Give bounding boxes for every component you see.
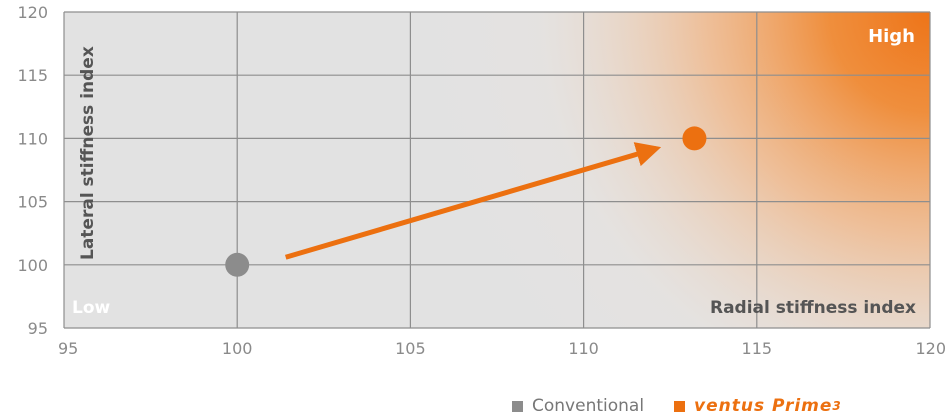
y-axis-title: Lateral stiffness index (78, 46, 98, 260)
y-tick-label: 115 (17, 66, 48, 85)
y-tick-label: 120 (17, 3, 48, 22)
y-tick-label: 100 (17, 256, 48, 275)
data-points (225, 126, 707, 277)
annotation-layer (284, 142, 662, 260)
corner-label-low: Low (72, 298, 111, 318)
legend-label-ventus-prime: ventus Prime (694, 396, 833, 416)
legend-label-conventional: Conventional (532, 396, 645, 416)
y-tick-labels: 95 100 105 110 115 120 (17, 3, 48, 338)
y-tick-label: 110 (17, 129, 48, 148)
point-conventional (225, 252, 250, 277)
grid-lines (63, 11, 931, 329)
legend-swatch-conventional (512, 400, 523, 412)
plot-area-gradient (64, 12, 930, 328)
y-tick-label: 95 (28, 319, 48, 338)
x-tick-label: 105 (395, 339, 426, 358)
x-tick-label: 115 (742, 339, 773, 358)
legend: Conventional ventus Prime 3 (512, 396, 871, 416)
point-ventus-prime (682, 126, 707, 151)
legend-label-ventus-prime-sup: 3 (832, 399, 841, 413)
x-tick-labels: 95 100 105 110 115 120 (58, 339, 946, 358)
x-tick-label: 120 (915, 339, 946, 358)
x-tick-label: 95 (58, 339, 78, 358)
legend-item-conventional: Conventional (512, 396, 644, 416)
legend-swatch-ventus-prime (674, 400, 686, 412)
legend-item-ventus-prime: ventus Prime 3 (674, 396, 841, 416)
x-tick-label: 110 (568, 339, 599, 358)
trend-arrow (284, 142, 662, 260)
y-tick-label: 105 (17, 193, 48, 212)
x-axis-title: Radial stiffness index (710, 298, 916, 318)
x-tick-label: 100 (222, 339, 253, 358)
corner-label-high: High (868, 26, 915, 47)
